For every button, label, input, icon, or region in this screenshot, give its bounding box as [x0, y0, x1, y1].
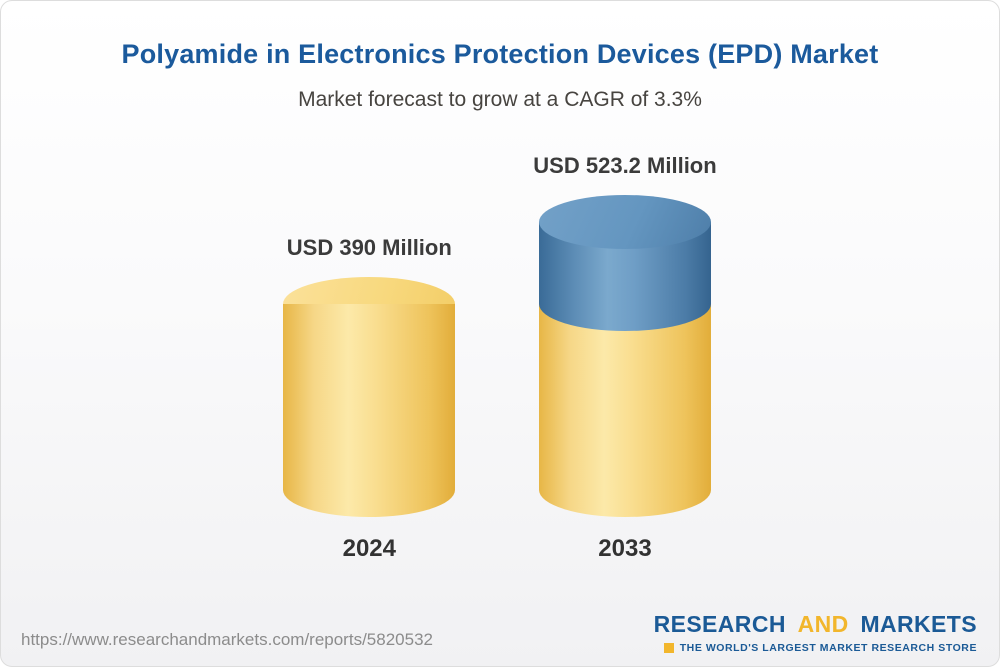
category-label-2024: 2024	[342, 535, 396, 562]
header: Polyamide in Electronics Protection Devi…	[1, 1, 999, 112]
logo-wordmark: RESEARCH AND MARKETS	[654, 611, 977, 638]
value-label-2033: USD 523.2 Million	[533, 153, 717, 178]
chart-title: Polyamide in Electronics Protection Devi…	[121, 39, 879, 69]
chart-subtitle: Market forecast to grow at a CAGR of 3.3…	[298, 88, 702, 111]
cylinder-2024-body	[283, 304, 456, 490]
cylinder-2024	[283, 277, 456, 517]
cylinder-2033-yellow-body	[538, 304, 711, 490]
cylinder-2033-bottom-ellipse	[538, 463, 711, 517]
bar-group-2024: USD 390 Million 2024	[283, 235, 456, 563]
logo-tagline-yellow-square	[663, 643, 674, 653]
cylinder-2024-bottom-ellipse	[283, 463, 456, 517]
logo-word-markets: MARKETS	[860, 611, 977, 637]
logo-tagline: THE WORLD'S LARGEST MARKET RESEARCH STOR…	[654, 642, 977, 654]
category-label-2033: 2033	[598, 535, 652, 562]
cylinder-2033	[538, 195, 711, 517]
value-label-2024: USD 390 Million	[286, 235, 452, 260]
logo-word-and: AND	[797, 611, 849, 637]
logo-word-research: RESEARCH	[653, 611, 786, 637]
bar-group-2033: USD 523.2 Million 2033	[533, 153, 716, 563]
report-url[interactable]: https://www.researchandmarkets.com/repor…	[21, 630, 433, 649]
logo-tagline-text: THE WORLD'S LARGEST MARKET RESEARCH STOR…	[679, 642, 977, 654]
cylinder-2033-blue-top-ellipse	[538, 195, 711, 249]
bar-chart: USD 390 Million 2024 USD 523.2 Million 2…	[1, 153, 999, 563]
research-and-markets-logo: RESEARCH AND MARKETS THE WORLD'S LARGEST…	[654, 611, 977, 654]
